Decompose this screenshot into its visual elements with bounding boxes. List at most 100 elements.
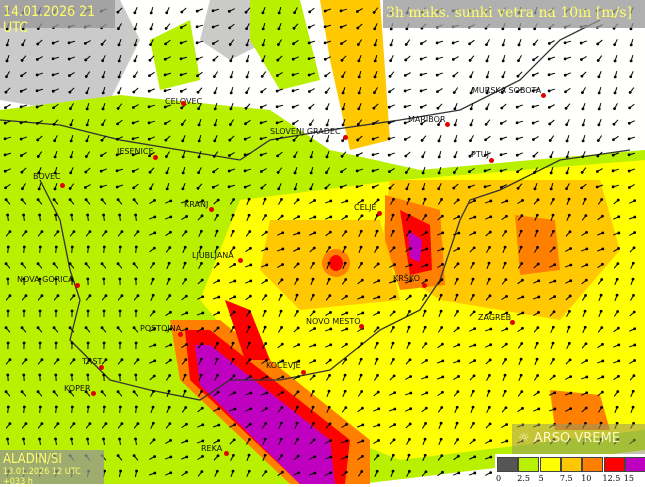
wind-arrow-head bbox=[329, 215, 332, 218]
wind-arrow-head bbox=[149, 43, 152, 46]
wind-arrow-head bbox=[52, 90, 55, 93]
wind-arrow-head bbox=[632, 262, 635, 265]
wind-arrow-head bbox=[549, 139, 552, 142]
wind-arrow-head bbox=[376, 374, 379, 377]
wind-arrow-head bbox=[470, 107, 473, 110]
wind-arrow-head bbox=[168, 406, 171, 409]
wind-arrow-head bbox=[245, 27, 248, 30]
wind-arrow-head bbox=[217, 454, 220, 457]
wind-arrow-head bbox=[280, 406, 283, 409]
wind-arrow-head bbox=[212, 186, 215, 189]
wind-arrow-head bbox=[277, 43, 280, 46]
wind-arrow-head bbox=[633, 311, 636, 314]
wind-arrow-head bbox=[105, 294, 108, 297]
wind-arrow-head bbox=[217, 407, 220, 410]
wind-arrow-head bbox=[89, 230, 92, 233]
wind-arrow-head bbox=[537, 311, 540, 314]
wind-arrow-head bbox=[20, 121, 23, 124]
wind-arrow-head bbox=[9, 230, 12, 233]
wind-arrow-head bbox=[86, 374, 89, 377]
wind-arrow-head bbox=[628, 122, 631, 125]
wind-arrow-head bbox=[169, 199, 172, 202]
wind-arrow-head bbox=[329, 200, 332, 203]
wind-arrow-head bbox=[297, 215, 300, 218]
wind-arrow-head bbox=[553, 263, 556, 266]
wind-arrow-head bbox=[264, 294, 267, 297]
wind-arrow-head bbox=[152, 406, 155, 409]
wind-arrow-head bbox=[585, 342, 588, 345]
wind-arrow-head bbox=[313, 344, 316, 347]
city-dot bbox=[181, 101, 186, 106]
wind-arrow-head bbox=[297, 327, 300, 330]
wind-arrow-head bbox=[548, 106, 551, 109]
wind-arrow-head bbox=[517, 75, 520, 78]
wind-arrow-head bbox=[377, 198, 380, 201]
wind-arrow-head bbox=[264, 310, 267, 313]
wind-arrow-head bbox=[473, 310, 476, 313]
wind-arrow-head bbox=[392, 230, 395, 233]
wind-arrow-head bbox=[100, 185, 103, 188]
wind-arrow-head bbox=[505, 327, 508, 330]
wind-arrow-head bbox=[548, 58, 551, 61]
wind-arrow-head bbox=[292, 73, 295, 76]
wind-arrow-head bbox=[169, 231, 172, 234]
wind-arrow-head bbox=[168, 246, 171, 249]
wind-arrow-head bbox=[377, 311, 380, 314]
wind-arrow-head bbox=[180, 57, 183, 60]
wind-arrow-head bbox=[441, 343, 444, 346]
wind-arrow-head bbox=[328, 390, 331, 393]
wind-arrow-head bbox=[85, 91, 88, 94]
wind-arrow-head bbox=[119, 310, 122, 313]
legend-label: 12.5 bbox=[603, 474, 621, 483]
wind-arrow-head bbox=[69, 171, 72, 174]
wind-arrow-head bbox=[569, 230, 572, 233]
wind-arrow-head bbox=[313, 455, 316, 458]
wind-arrow-head bbox=[552, 214, 555, 217]
wind-arrow-head bbox=[116, 169, 119, 172]
wind-arrow-head bbox=[87, 246, 90, 249]
wind-arrow-head bbox=[196, 41, 199, 44]
wind-arrow-head bbox=[408, 198, 411, 201]
wind-arrow-head bbox=[456, 294, 459, 297]
wind-arrow-head bbox=[261, 75, 264, 78]
wind-arrow-head bbox=[105, 358, 108, 361]
wind-arrow-head bbox=[488, 374, 491, 377]
legend-swatch bbox=[625, 457, 645, 472]
wind-arrow-head bbox=[36, 58, 39, 61]
wind-arrow-head bbox=[52, 42, 55, 45]
wind-arrow-head bbox=[54, 155, 57, 158]
wind-arrow-head bbox=[118, 374, 121, 377]
wind-arrow-head bbox=[325, 91, 328, 94]
wind-arrow-head bbox=[153, 472, 156, 475]
wind-arrow-head bbox=[329, 422, 332, 425]
wind-arrow-head bbox=[552, 358, 555, 361]
wind-arrow-head bbox=[308, 74, 311, 77]
wind-arrow-head bbox=[425, 263, 428, 266]
wind-arrow-head bbox=[500, 186, 503, 189]
wind-arrow-head bbox=[201, 295, 204, 298]
wind-arrow-head bbox=[217, 279, 220, 282]
wind-arrow-head bbox=[630, 59, 633, 62]
wind-arrow-head bbox=[280, 438, 283, 441]
wind-arrow-head bbox=[89, 294, 92, 297]
wind-arrow-head bbox=[377, 391, 380, 394]
wind-arrow-head bbox=[308, 107, 311, 110]
wind-arrow-head bbox=[372, 186, 375, 189]
wind-arrow-head bbox=[441, 359, 444, 362]
wind-arrow-head bbox=[216, 470, 219, 473]
wind-arrow-head bbox=[308, 90, 311, 93]
wind-arrow-head bbox=[533, 171, 536, 174]
wind-arrow-head bbox=[358, 75, 361, 78]
wind-arrow-head bbox=[468, 186, 471, 189]
wind-arrow-head bbox=[39, 342, 42, 345]
wind-arrow-head bbox=[262, 11, 265, 14]
wind-arrow-head bbox=[246, 43, 249, 46]
wind-arrow-head bbox=[102, 374, 105, 377]
wind-arrow-head bbox=[260, 90, 263, 93]
wind-arrow-head bbox=[54, 374, 57, 377]
wind-arrow-head bbox=[436, 57, 439, 60]
wind-arrow-head bbox=[68, 91, 71, 94]
wind-arrow-head bbox=[25, 358, 28, 361]
wind-arrow-head bbox=[102, 91, 105, 94]
wind-arrow-head bbox=[329, 456, 332, 459]
